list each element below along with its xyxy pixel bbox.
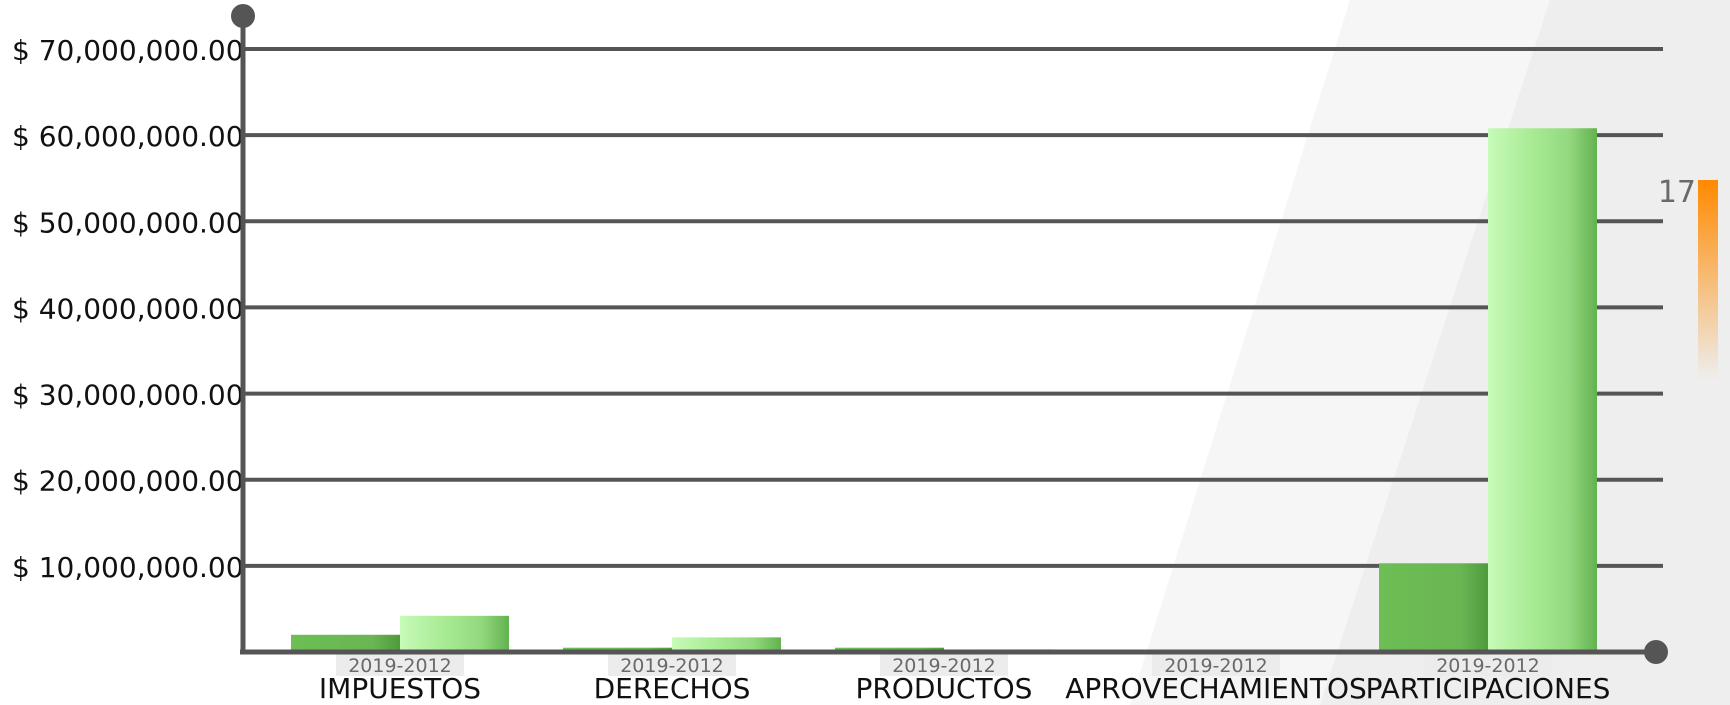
x-axis-end-cap <box>1644 640 1668 664</box>
bar <box>672 637 781 652</box>
category-label: PARTICIPACIONES <box>1366 672 1611 705</box>
category-label: PRODUCTOS <box>856 672 1033 705</box>
bar <box>400 615 509 652</box>
period-label: 2019-2012 <box>892 655 996 677</box>
bar <box>1379 563 1488 652</box>
category-label: DERECHOS <box>594 672 751 705</box>
y-tick-label: $ 50,000,000.00 <box>12 206 244 239</box>
period-label-bg <box>608 654 736 676</box>
y-tick-label: $ 60,000,000.00 <box>12 120 244 153</box>
y-tick-label: $ 20,000,000.00 <box>12 465 244 498</box>
bar <box>291 634 400 652</box>
y-tick-label: $ 70,000,000.00 <box>12 34 244 67</box>
period-label: 2019-2012 <box>1436 655 1540 677</box>
category-label: APROVECHAMIENTOS <box>1065 672 1367 705</box>
period-label: 2019-2012 <box>348 655 452 677</box>
period-label-bg <box>1424 654 1552 676</box>
bar <box>1488 128 1597 652</box>
y-axis-end-cap <box>231 4 255 28</box>
period-label-bg <box>1152 654 1280 676</box>
period-label-bg <box>880 654 1008 676</box>
y-tick-label: $ 30,000,000.00 <box>12 379 244 412</box>
period-label: 2019-2012 <box>1164 655 1268 677</box>
y-tick-label: $ 10,000,000.00 <box>12 551 244 584</box>
period-label: 2019-2012 <box>620 655 724 677</box>
side-indicator-label: 17 <box>1658 175 1696 210</box>
y-tick-label: $ 40,000,000.00 <box>12 292 244 325</box>
category-label: IMPUESTOS <box>319 672 481 705</box>
period-label-bg <box>336 654 464 676</box>
side-indicator-bar <box>1698 180 1718 380</box>
